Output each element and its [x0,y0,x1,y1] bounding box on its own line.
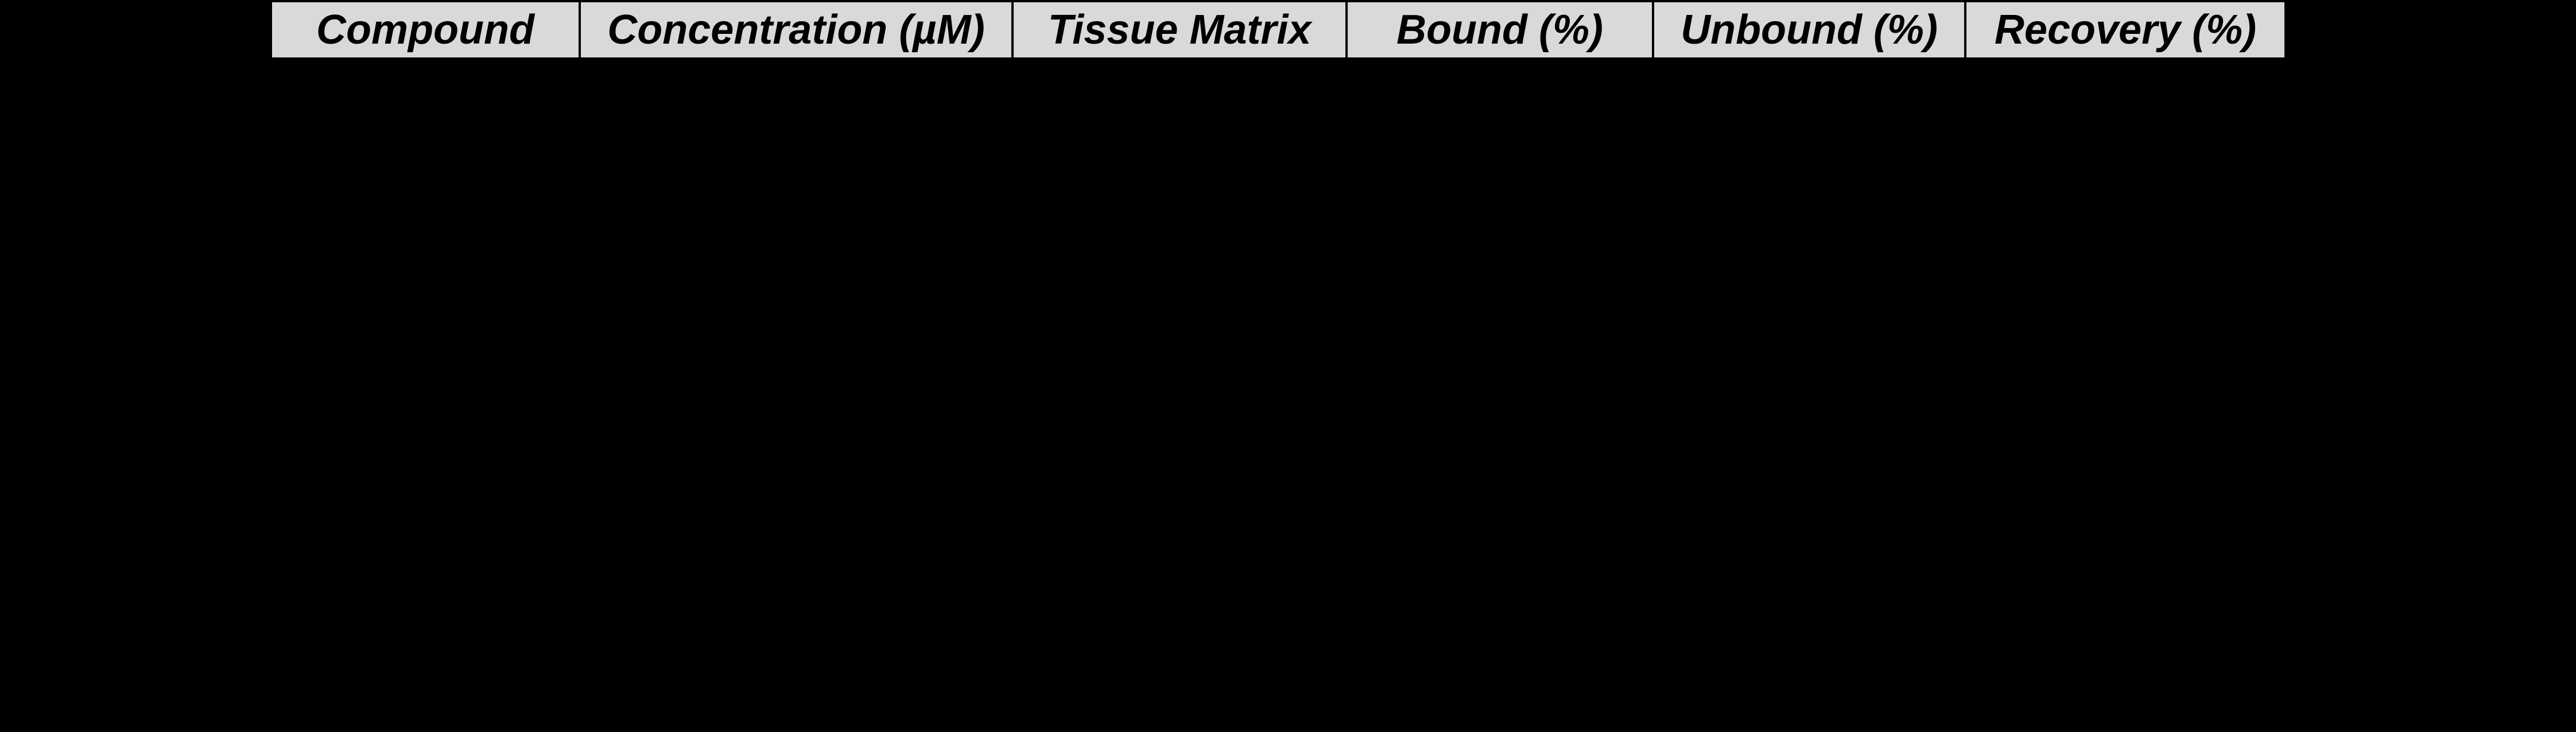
cell-bound [1347,645,1653,705]
cell-recovery [1965,411,2286,470]
cell-compound [271,470,580,528]
cell-concentration [580,528,1012,587]
table-row [271,177,2286,235]
cell-bound [1347,118,1653,177]
cell-bound [1347,294,1653,353]
cell-tissue_matrix [1012,59,1347,118]
cell-unbound [1653,645,1965,705]
cell-tissue_matrix [1012,645,1347,705]
cell-unbound [1653,294,1965,353]
cell-recovery [1965,353,2286,411]
cell-concentration [580,470,1012,528]
cell-recovery [1965,294,2286,353]
cell-recovery [1965,470,2286,528]
col-header-recovery: Recovery (%) [1965,1,2286,59]
cell-unbound [1653,177,1965,235]
cell-recovery [1965,528,2286,587]
cell-recovery [1965,177,2286,235]
cell-unbound [1653,59,1965,118]
cell-unbound [1653,353,1965,411]
cell-compound [271,177,580,235]
cell-recovery [1965,235,2286,294]
cell-unbound [1653,528,1965,587]
cell-tissue_matrix [1012,177,1347,235]
table-row [271,528,2286,587]
cell-bound [1347,411,1653,470]
cell-unbound [1653,118,1965,177]
cell-unbound [1653,235,1965,294]
cell-concentration [580,177,1012,235]
col-header-unbound: Unbound (%) [1653,1,1965,59]
table-row [271,587,2286,645]
cell-tissue_matrix [1012,587,1347,645]
cell-compound [271,645,580,705]
cell-compound [271,353,580,411]
table-row [271,411,2286,470]
table-row [271,470,2286,528]
cell-bound [1347,235,1653,294]
col-header-compound: Compound [271,1,580,59]
cell-concentration [580,411,1012,470]
cell-concentration [580,118,1012,177]
cell-concentration [580,587,1012,645]
cell-compound [271,411,580,470]
cell-bound [1347,587,1653,645]
col-header-bound: Bound (%) [1347,1,1653,59]
cell-recovery [1965,59,2286,118]
cell-bound [1347,353,1653,411]
cell-bound [1347,177,1653,235]
table-body [271,59,2286,705]
cell-compound [271,294,580,353]
cell-recovery [1965,645,2286,705]
cell-unbound [1653,470,1965,528]
cell-compound [271,118,580,177]
cell-tissue_matrix [1012,528,1347,587]
cell-concentration [580,645,1012,705]
cell-tissue_matrix [1012,294,1347,353]
col-header-concentration: Concentration (µM) [580,1,1012,59]
table-header-row: CompoundConcentration (µM)Tissue MatrixB… [271,1,2286,59]
cell-concentration [580,235,1012,294]
cell-concentration [580,294,1012,353]
cell-recovery [1965,587,2286,645]
cell-tissue_matrix [1012,470,1347,528]
cell-tissue_matrix [1012,411,1347,470]
cell-bound [1347,470,1653,528]
cell-concentration [580,353,1012,411]
col-header-tissue_matrix: Tissue Matrix [1012,1,1347,59]
cell-compound [271,59,580,118]
table-row [271,645,2286,705]
cell-unbound [1653,411,1965,470]
cell-compound [271,528,580,587]
table-row [271,59,2286,118]
cell-bound [1347,528,1653,587]
cell-tissue_matrix [1012,353,1347,411]
cell-bound [1347,59,1653,118]
cell-unbound [1653,587,1965,645]
cell-compound [271,235,580,294]
cell-concentration [580,59,1012,118]
table-row [271,235,2286,294]
binding-data-table: CompoundConcentration (µM)Tissue MatrixB… [270,0,2287,706]
cell-tissue_matrix [1012,235,1347,294]
cell-compound [271,587,580,645]
table-row [271,353,2286,411]
table-row [271,118,2286,177]
cell-tissue_matrix [1012,118,1347,177]
cell-recovery [1965,118,2286,177]
page-root: CompoundConcentration (µM)Tissue MatrixB… [0,0,2576,732]
table-row [271,294,2286,353]
